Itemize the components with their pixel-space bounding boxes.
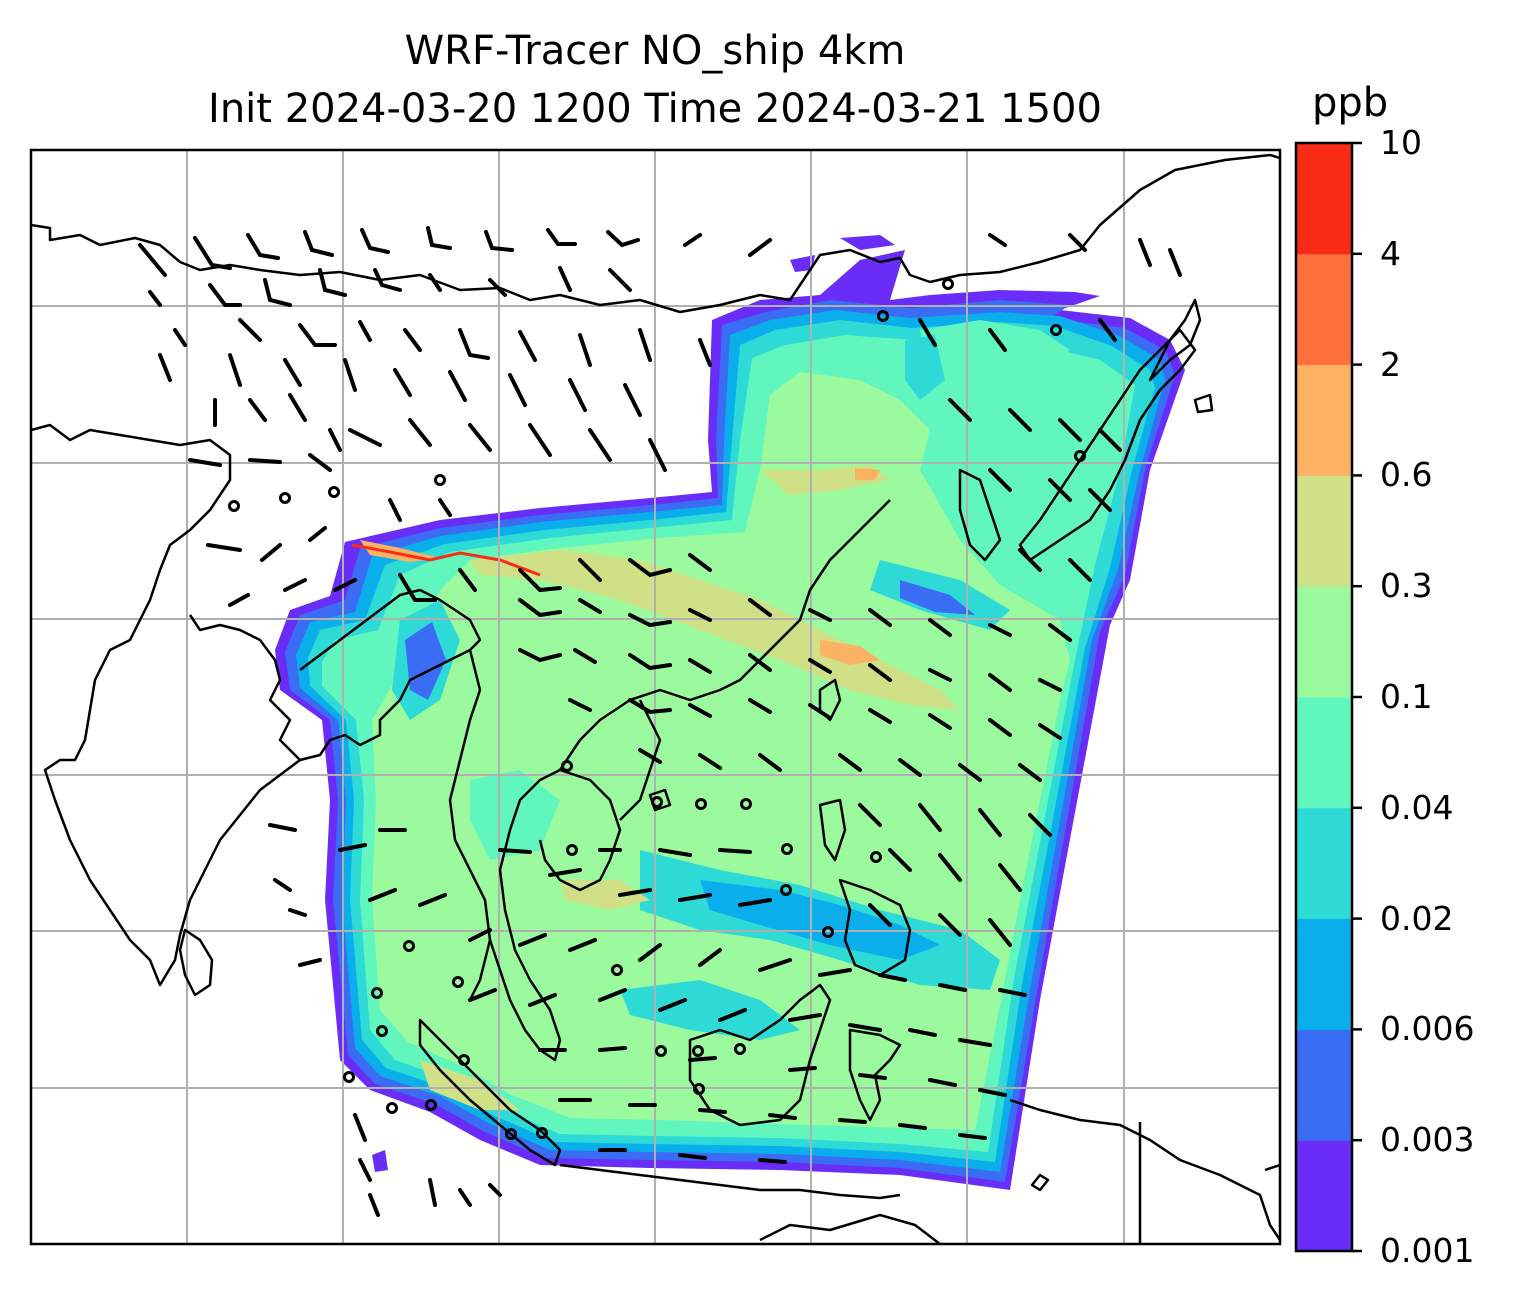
- map-subtitle: Init 2024-03-20 1200 Time 2024-03-21 150…: [208, 86, 1102, 132]
- colorbar-tick-label: 0.1: [1380, 677, 1433, 716]
- colorbar-segment: [1296, 475, 1352, 587]
- map-title: WRF-Tracer NO_ship 4km: [404, 28, 906, 74]
- colorbar-tick-label: 2: [1380, 344, 1401, 384]
- colorbar-tick-label: 0.04: [1380, 787, 1454, 827]
- colorbar: [1296, 143, 1352, 1252]
- colorbar-segment: [1296, 364, 1352, 476]
- colorbar-tick-label: 0.001: [1380, 1231, 1475, 1270]
- colorbar-segment: [1296, 586, 1352, 698]
- map-frame: [29, 148, 1282, 1246]
- colorbar-segment: [1296, 697, 1352, 809]
- colorbar-tick-label: 0.6: [1380, 455, 1433, 495]
- colorbar-segment: [1296, 143, 1352, 255]
- colorbar-tick-label: 0.02: [1380, 898, 1454, 938]
- colorbar-tick-label: 4: [1380, 233, 1401, 273]
- calm-wind-markers: [228, 278, 1086, 1140]
- colorbar-segment: [1296, 1140, 1352, 1252]
- colorbar-tick-marks: [1352, 141, 1362, 1253]
- colorbar-tick-label: 0.006: [1380, 1009, 1475, 1049]
- colorbar-segment: [1296, 918, 1352, 1030]
- wind-barbs: [138, 226, 1182, 1217]
- colorbar-unit-label: ppb: [1312, 80, 1389, 126]
- colorbar-segment: [1296, 807, 1352, 920]
- map-area: [31, 150, 1280, 1244]
- coastlines: [31, 153, 1280, 1244]
- tracer-concentration-field: [275, 235, 1185, 1190]
- colorbar-tick-label: 0.3: [1380, 566, 1433, 606]
- colorbar-tick-label: 10: [1380, 123, 1422, 162]
- colorbar-tick-label: 0.003: [1380, 1120, 1475, 1160]
- colorbar-segment: [1296, 1029, 1352, 1141]
- map-gridlines: [31, 150, 1280, 1244]
- colorbar-segment: [1296, 253, 1352, 366]
